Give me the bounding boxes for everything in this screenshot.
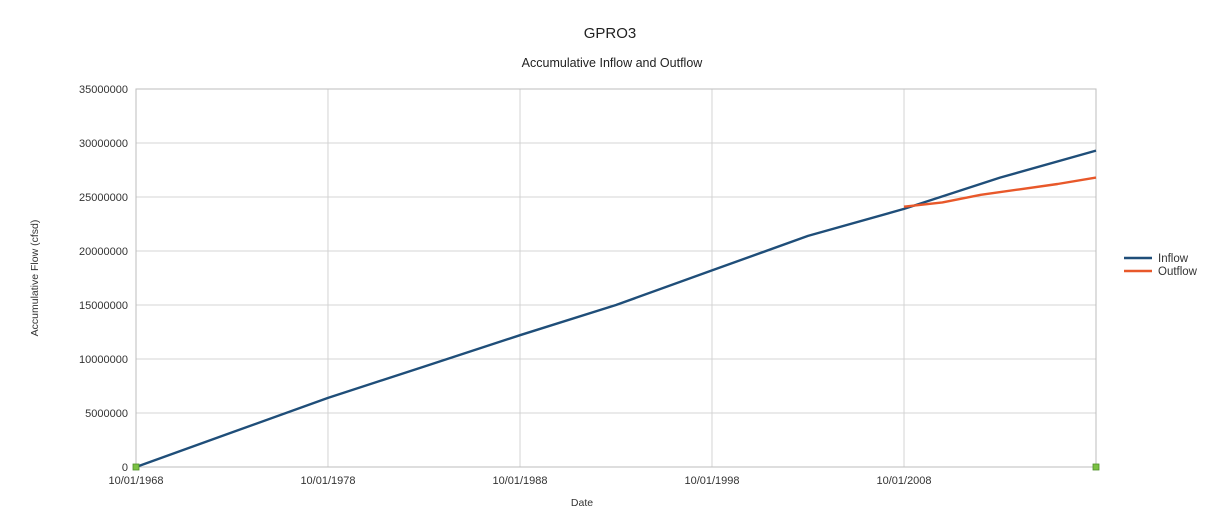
y-tick-label: 20000000 [79, 246, 128, 258]
chart-title: GPRO3 [584, 25, 637, 42]
y-tick-label: 25000000 [79, 192, 128, 204]
y-axis: 0 5000000 10000000 15000000 20000000 25000000… [79, 84, 128, 474]
x-tick-label: 10/01/1968 [108, 475, 163, 487]
y-tick-label: 0 [122, 462, 128, 474]
y-tick-label: 15000000 [79, 300, 128, 312]
series-line-inflow [135, 149, 1097, 469]
series-line-outflow [903, 176, 1097, 208]
plot-area [135, 88, 1097, 468]
y-axis-label: Accumulative Flow (cfsd) [29, 220, 41, 337]
endpoint-marker [1092, 463, 1100, 471]
gridlines [135, 88, 1097, 468]
endpoint-marker [132, 463, 140, 471]
legend-label-inflow: Inflow [1158, 253, 1189, 265]
x-tick-label: 10/01/1978 [300, 475, 355, 487]
chart-subtitle: Accumulative Inflow and Outflow [522, 56, 704, 70]
x-tick-label: 10/01/1988 [492, 475, 547, 487]
y-tick-label: 35000000 [79, 84, 128, 96]
legend-label-outflow: Outflow [1158, 266, 1198, 278]
x-tick-label: 10/01/2008 [876, 475, 931, 487]
y-tick-label: 5000000 [85, 408, 128, 420]
x-axis: 10/01/1968 10/01/1978 10/01/1988 10/01/1998… [108, 475, 931, 487]
y-tick-label: 30000000 [79, 138, 128, 150]
y-tick-label: 10000000 [79, 354, 128, 366]
x-axis-label: Date [571, 497, 593, 509]
series [132, 149, 1100, 471]
x-tick-label: 10/01/1998 [684, 475, 739, 487]
